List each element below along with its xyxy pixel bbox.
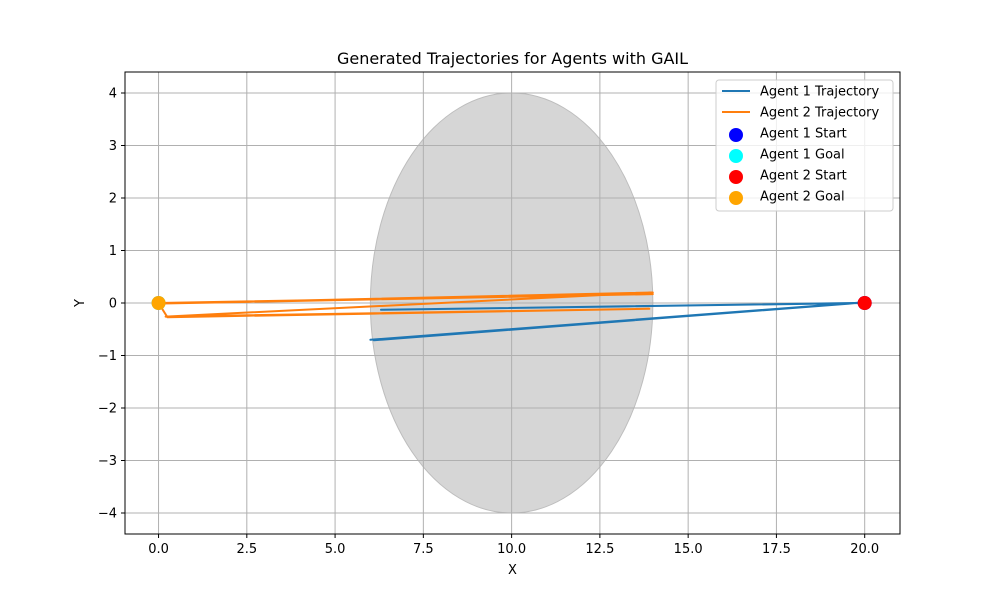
chart-title: Generated Trajectories for Agents with G… <box>337 49 688 68</box>
y-tick-label: 3 <box>109 139 117 154</box>
x-axis-label: X <box>508 563 517 578</box>
legend-swatch-agent-2-start <box>729 170 743 184</box>
plot-area: 0.0 2.5 5.0 7.5 10.0 12.5 15.0 17.5 20.0 4 3 2 1 0 −1 −… <box>98 71 901 557</box>
legend-swatch-agent-1-goal <box>729 149 743 163</box>
legend-label-agent-2-start: Agent 2 Start <box>760 169 847 184</box>
legend-label-agent-1-start: Agent 1 Start <box>760 127 847 142</box>
x-tick-label: 10.0 <box>497 542 526 557</box>
y-tick-label: 4 <box>109 87 117 102</box>
axes-frame <box>124 71 901 535</box>
y-tick-label: −1 <box>98 349 117 364</box>
x-tick-label: 12.5 <box>585 542 614 557</box>
series-group <box>151 291 872 342</box>
legend: Agent 1 Trajectory Agent 2 Trajectory Agen… <box>715 79 894 212</box>
y-tick-label: −3 <box>98 454 117 469</box>
legend-swatch-agent-1-start <box>729 128 743 142</box>
legend-box <box>715 79 894 212</box>
legend-label-agent-1-goal: Agent 1 Goal <box>760 148 845 163</box>
x-tick-label: 7.5 <box>413 542 434 557</box>
x-tick-label: 17.5 <box>762 542 791 557</box>
series-line-agent-1 <box>369 301 866 342</box>
y-tick-label: −4 <box>98 507 117 522</box>
y-axis-label: Y <box>73 299 88 308</box>
agent-2-start-marker <box>857 296 872 310</box>
agent-2-goal-marker <box>151 296 166 310</box>
x-tick-label: 5.0 <box>325 542 346 557</box>
y-tick-label: 1 <box>109 244 117 259</box>
series-line-agent-2 <box>157 291 654 319</box>
legend-label-agent-2-trajectory: Agent 2 Trajectory <box>760 106 880 121</box>
legend-label-agent-2-goal: Agent 2 Goal <box>760 190 845 205</box>
x-tick-label: 15.0 <box>674 542 703 557</box>
x-tick-label: 0.0 <box>148 542 169 557</box>
y-tick-label: 0 <box>109 297 117 312</box>
y-tick-label: −2 <box>98 402 117 417</box>
y-tick-label: 2 <box>109 192 117 207</box>
legend-swatch-agent-2-goal <box>729 191 743 205</box>
x-tick-label: 2.5 <box>236 542 257 557</box>
x-tick-label: 20.0 <box>850 542 879 557</box>
legend-label-agent-1-trajectory: Agent 1 Trajectory <box>760 85 880 100</box>
